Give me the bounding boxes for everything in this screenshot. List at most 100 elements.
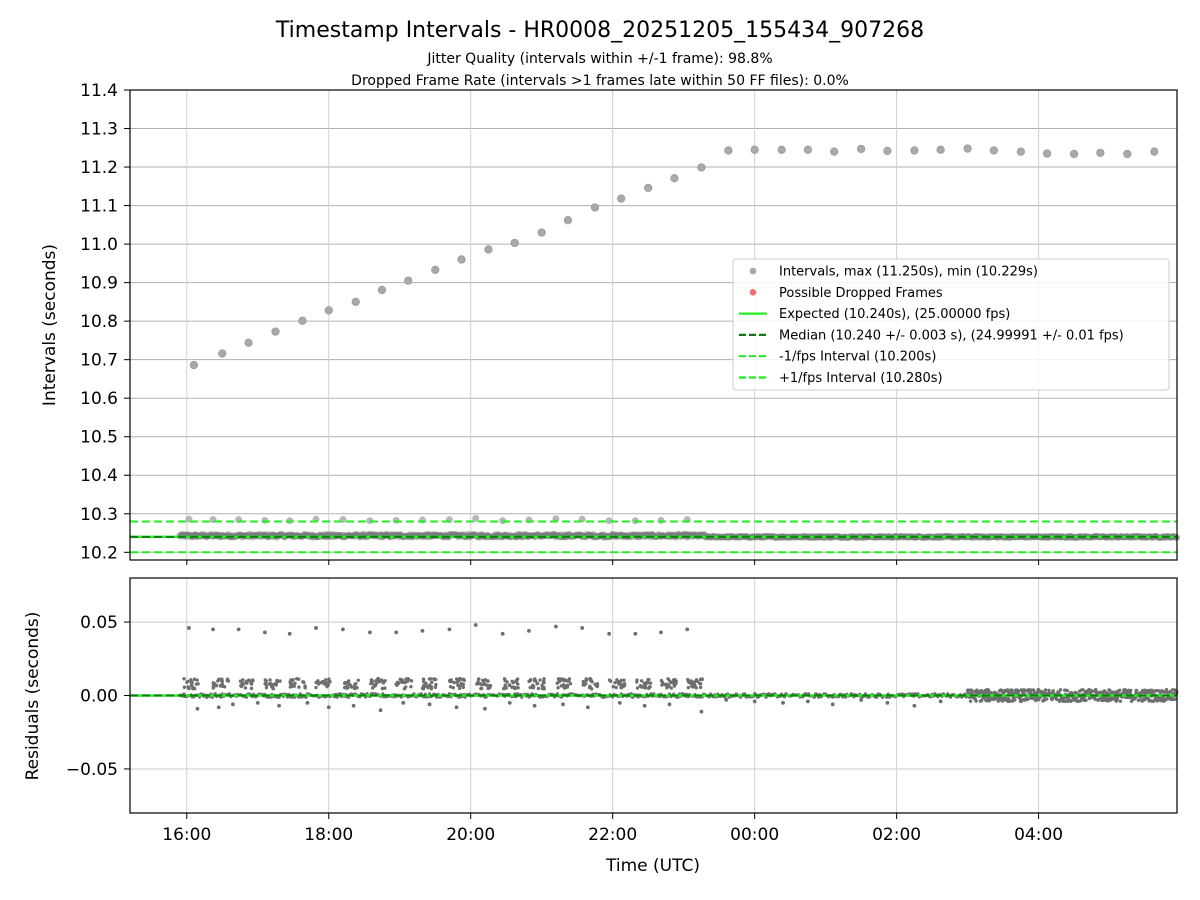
residual-point [642, 703, 647, 708]
residual-point [648, 685, 652, 689]
residual-point [220, 677, 224, 681]
residual-point [640, 685, 645, 689]
interval-point [457, 255, 466, 264]
bottom-y-tick-label: −0.05 [66, 760, 118, 780]
legend-marker [749, 267, 757, 275]
residual-point [368, 630, 372, 635]
residual-point [476, 677, 481, 682]
residual-point [461, 682, 466, 687]
interval-point [1043, 149, 1052, 158]
x-tick-label: 16:00 [162, 825, 211, 845]
residual-point [556, 677, 561, 681]
residual-point [314, 680, 318, 685]
residual-point [635, 678, 639, 682]
top-y-tick-label: 10.7 [80, 351, 118, 371]
residual-point [659, 630, 663, 635]
residual-point [535, 681, 540, 686]
residual-point [538, 678, 542, 682]
residual-point [514, 680, 519, 684]
residual-point [264, 683, 269, 688]
interval-point [392, 516, 400, 524]
residual-point [378, 679, 382, 684]
residual-point [401, 700, 406, 705]
residual-point [341, 627, 345, 632]
residual-point [249, 682, 254, 686]
residual-point [966, 688, 970, 692]
residual-point [369, 681, 373, 686]
residual-point [580, 626, 585, 630]
residual-point [696, 680, 700, 684]
chart-title: Timestamp Intervals - HR0008_20251205_15… [275, 18, 924, 43]
residual-point [287, 631, 292, 636]
residual-point [403, 685, 408, 689]
residual-point [185, 679, 190, 684]
interval-point [590, 203, 600, 212]
residual-point [264, 680, 268, 684]
residual-point [690, 684, 694, 688]
residual-point [461, 685, 466, 690]
interval-point [351, 297, 360, 306]
residual-point [236, 627, 241, 632]
residual-point [665, 686, 669, 690]
residual-point [478, 681, 482, 686]
residuals-panel: 0.05 0.00 −0.05 16:00 18:00 20:00 22:00 00:00 02… [66, 577, 1179, 845]
interval-point [724, 146, 733, 155]
residual-point [642, 681, 646, 685]
residual-point [433, 685, 438, 690]
residual-point [979, 698, 984, 703]
residual-point [589, 687, 594, 691]
top-y-tick-label: 10.6 [80, 389, 118, 409]
residual-point [565, 683, 570, 688]
residual-point [255, 700, 260, 705]
residual-point [685, 627, 690, 632]
residual-point [211, 686, 216, 690]
interval-point [657, 516, 665, 524]
interval-point [510, 238, 519, 248]
top-y-axis-label: Intervals (seconds) [40, 244, 60, 406]
residual-point [244, 681, 248, 685]
residual-point [352, 686, 357, 690]
residual-point [1006, 696, 1011, 701]
interval-point [472, 514, 480, 522]
interval-point [777, 145, 786, 154]
residual-point [622, 678, 626, 682]
residual-point [325, 681, 330, 685]
residual-point [323, 680, 327, 685]
bottom-y-axis-label: Residuals (seconds) [23, 612, 43, 781]
interval-point [883, 146, 892, 155]
residual-point [274, 682, 279, 686]
residual-point [859, 698, 864, 702]
residual-point [241, 678, 245, 682]
residual-point [276, 679, 280, 684]
residual-point [507, 683, 511, 688]
residual-point [211, 627, 215, 632]
interval-point [750, 145, 759, 154]
residual-point [454, 705, 459, 710]
residual-point [426, 685, 430, 690]
residual-point [457, 686, 462, 691]
residual-point [667, 702, 672, 707]
interval-point [271, 327, 280, 336]
legend-box [732, 258, 1170, 391]
legend-entry-label: Intervals, max (11.250s), min (10.229s) [779, 265, 1038, 280]
residual-point [585, 705, 590, 710]
residual-point [885, 700, 890, 705]
residual-point [182, 677, 186, 681]
interval-point [803, 145, 812, 154]
interval-point [670, 174, 679, 183]
residual-point [1089, 688, 1094, 693]
residual-point [288, 680, 292, 684]
residual-point [614, 685, 618, 690]
legend-entry-label: +1/fps Interval (10.280s) [779, 371, 943, 386]
residual-point [502, 677, 507, 681]
residual-point [1047, 688, 1051, 693]
residual-point [405, 679, 409, 683]
interval-point [1069, 149, 1079, 159]
residual-point [1108, 688, 1112, 693]
residual-point [1081, 688, 1085, 692]
residual-point [190, 681, 194, 685]
residual-point [249, 686, 254, 691]
residual-point [511, 680, 515, 685]
residual-point [1152, 698, 1157, 702]
x-axis-label: Time (UTC) [605, 856, 700, 876]
